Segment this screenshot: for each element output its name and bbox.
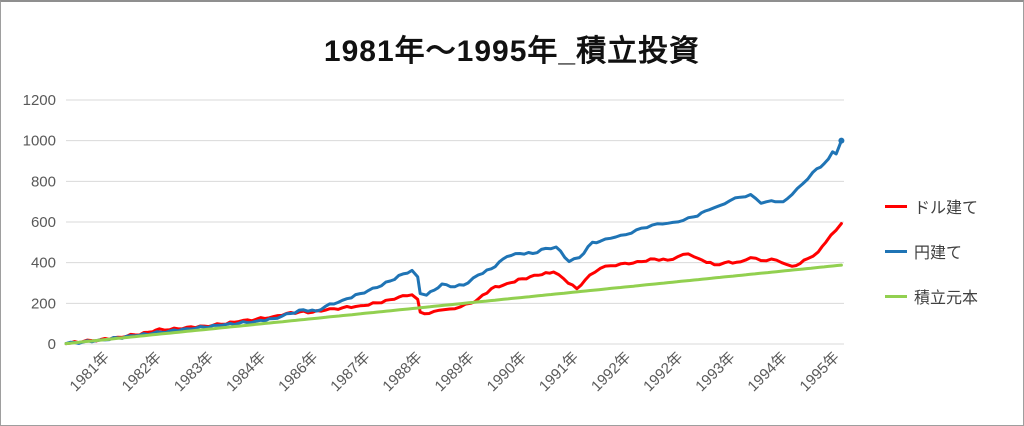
x-tick-label-11: 1992年 — [640, 349, 686, 395]
x-tick-label-8: 1990年 — [484, 349, 530, 395]
x-tick-label-2: 1983年 — [171, 349, 217, 395]
x-tick-label-7: 1989年 — [432, 349, 478, 395]
series-line-0 — [64, 222, 843, 346]
series-line-2 — [64, 263, 843, 346]
legend: ドル建て 円建て 積立元本 — [885, 196, 978, 331]
legend-swatch-yen — [885, 249, 907, 253]
legend-label-yen: 円建て — [914, 245, 963, 262]
legend-item-dollar: ドル建て — [885, 196, 979, 217]
chart-title: 1981年～1995年_積立投資 — [323, 35, 701, 68]
x-tick-label-14: 1995年 — [797, 349, 843, 395]
y-tick-label-800: 800 — [31, 173, 56, 190]
x-tick-label-6: 1988年 — [379, 349, 425, 395]
legend-item-principal: 積立元本 — [885, 286, 979, 307]
x-tick-label-10: 1992年 — [588, 349, 634, 395]
x-tick-label-12: 1993年 — [692, 349, 738, 395]
x-tick-label-3: 1984年 — [223, 349, 269, 395]
y-tick-label-1000: 1000 — [23, 133, 56, 150]
y-tick-label-400: 400 — [31, 255, 56, 272]
x-tick-label-1: 1982年 — [119, 349, 165, 395]
x-tick-label-13: 1994年 — [744, 349, 790, 395]
y-tick-label-200: 200 — [31, 295, 56, 312]
legend-label-principal: 積立元本 — [914, 290, 979, 307]
y-tick-label-1200: 1200 — [23, 92, 56, 109]
y-tick-label-0: 0 — [48, 336, 56, 353]
legend-item-yen: 円建て — [885, 241, 978, 262]
x-tick-label-5: 1987年 — [327, 349, 373, 395]
legend-label-dollar: ドル建て — [914, 200, 979, 217]
legend-swatch-principal — [885, 294, 907, 298]
legend-swatch-dollar — [885, 204, 907, 208]
x-tick-label-9: 1991年 — [536, 349, 582, 395]
series-line-1 — [64, 139, 843, 346]
series-endpoint-yen — [838, 137, 845, 144]
x-tick-label-4: 1986年 — [275, 349, 321, 395]
x-tick-label-0: 1981年 — [67, 349, 113, 395]
y-tick-label-600: 600 — [31, 214, 56, 231]
